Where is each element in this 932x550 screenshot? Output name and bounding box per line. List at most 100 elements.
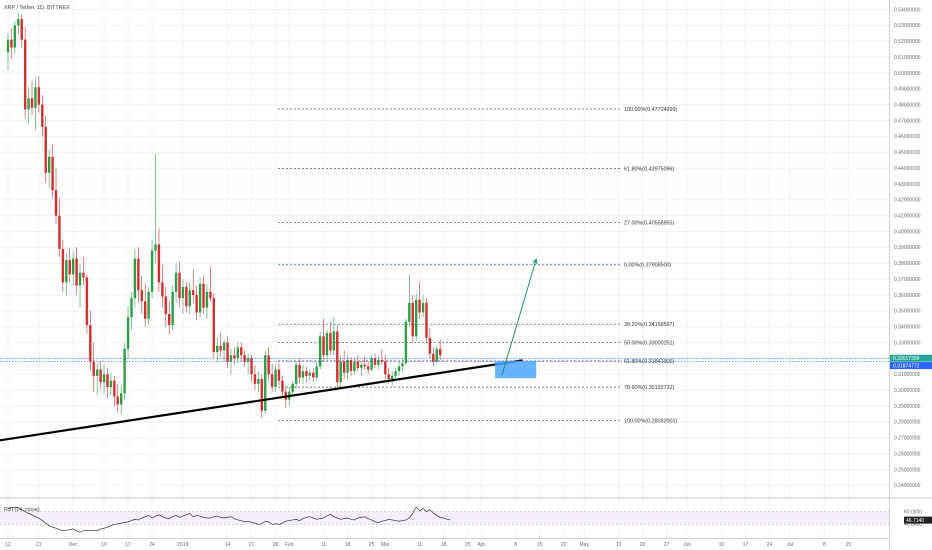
candle-body (404, 321, 408, 364)
drawings (0, 258, 538, 442)
candle-body (401, 363, 404, 367)
candle-body (58, 215, 61, 249)
rsi-tick-label: 40.0000 (904, 522, 922, 528)
candle-body (95, 369, 99, 376)
fib-level-label: 61.80%(0.43975096) (624, 166, 675, 172)
price-tick-label: 0.42000000 (894, 198, 921, 204)
price-tick-label: 0.47000000 (894, 118, 921, 124)
target-zone-box (495, 360, 537, 379)
time-tick-label: 12 (5, 542, 11, 548)
candle-body (78, 272, 82, 286)
secondary-price-badge-label: 0.31874772 (893, 363, 920, 369)
candle-body (185, 287, 188, 307)
candle-body (17, 19, 20, 26)
candle-body (188, 290, 191, 307)
time-tick-label: Apr (477, 542, 485, 548)
price-tick-label: 0.52000000 (894, 39, 921, 45)
candle-body (342, 361, 346, 373)
time-tick-label: 17 (125, 542, 131, 548)
candle-body (178, 272, 181, 299)
candle-body (229, 355, 233, 362)
price-tick-label: 0.27000000 (894, 436, 921, 442)
time-tick-label: May (580, 542, 590, 548)
time-axis[interactable]: 12 21 Dec 10 17 24 2019 14 21 28 Feb 11 18 25 Mar 11 18 2… (5, 542, 851, 548)
candle-body (92, 361, 95, 376)
candle-body (6, 39, 10, 53)
time-tick-label: 21 (36, 542, 42, 548)
candle-body (10, 39, 13, 48)
price-tick-label: 0.33000000 (894, 340, 921, 346)
candle-body (339, 361, 342, 383)
price-tick-label: 0.44000000 (894, 166, 921, 172)
candle-body (264, 355, 267, 411)
price-tick-label: 0.50000000 (894, 71, 921, 77)
candle-body (195, 294, 198, 313)
candle-body (71, 258, 75, 275)
candle-body (380, 360, 384, 362)
candle-body (116, 396, 119, 405)
candle-body (222, 342, 226, 351)
price-tick-label: 0.35000000 (894, 309, 921, 315)
time-tick-label: 21 (249, 542, 255, 548)
fib-level-label: 0.00%(0.37908500) (624, 263, 672, 269)
candle-body (137, 258, 140, 291)
candle-body (274, 369, 277, 387)
rsi-tick-label: 60.0000 (904, 509, 922, 515)
time-tick-label: 24 (149, 542, 155, 548)
time-tick-label: 24 (767, 542, 773, 548)
candle-body (133, 258, 137, 299)
candle-body (68, 260, 71, 275)
price-tick-label: 0.43000000 (894, 182, 921, 188)
secondary-price-badge (890, 362, 932, 370)
candle-body (421, 302, 425, 313)
candle-body (54, 190, 58, 216)
time-tick-label: 17 (743, 542, 749, 548)
candle-body (294, 364, 298, 384)
time-tick-label: 20 (640, 542, 646, 548)
candle-body (346, 360, 349, 373)
candle-body (147, 291, 150, 319)
candle-body (99, 369, 102, 383)
candle-body (329, 333, 332, 351)
price-tick-label: 0.38000000 (894, 261, 921, 267)
projection-arrow-head (532, 258, 538, 265)
time-tick-label: Feb (285, 542, 294, 548)
time-tick-label: 22 (561, 542, 567, 548)
candle-body (171, 291, 174, 326)
candle-body (13, 25, 17, 48)
price-tick-label: 0.46000000 (894, 134, 921, 140)
price-tick-label: 0.24000000 (894, 483, 921, 489)
candle-body (318, 336, 322, 367)
price-axis[interactable]: 0.24000000 0.25000000 0.26000000 0.27000000… (890, 7, 932, 489)
time-tick-label: 15 (846, 542, 852, 548)
time-tick-label: 8 (514, 542, 517, 548)
candle-body (82, 272, 85, 278)
candle-body (387, 374, 390, 380)
time-tick-label: Mar (381, 542, 390, 548)
candle-body (250, 358, 253, 375)
candle-body (226, 342, 229, 362)
time-tick-label: 11 (417, 542, 422, 548)
candle-body (435, 348, 438, 362)
price-tick-label: 0.39000000 (894, 245, 921, 251)
candle-body (37, 87, 41, 105)
candle-body (216, 345, 219, 353)
candle-body (260, 379, 264, 411)
time-tick-label: 13 (616, 542, 622, 548)
candle-body (44, 126, 47, 173)
candle-body (414, 299, 418, 337)
candle-body (181, 287, 185, 299)
candle-body (270, 374, 274, 387)
time-tick-label: Jul (787, 542, 793, 548)
time-tick-label: 27 (664, 542, 670, 548)
price-tick-label: 0.53000000 (894, 23, 921, 29)
fib-level-label: 50.00%(0.33000251) (624, 340, 675, 346)
fib-level-label: 100.00%(0.28092001) (624, 418, 678, 424)
candle-body (370, 358, 373, 370)
price-tick-label: 0.30000000 (894, 388, 921, 394)
candle-body (418, 299, 421, 313)
candle-body (168, 314, 171, 326)
candle-body (119, 393, 123, 405)
candle-body (123, 348, 126, 394)
candle-body (384, 361, 387, 375)
